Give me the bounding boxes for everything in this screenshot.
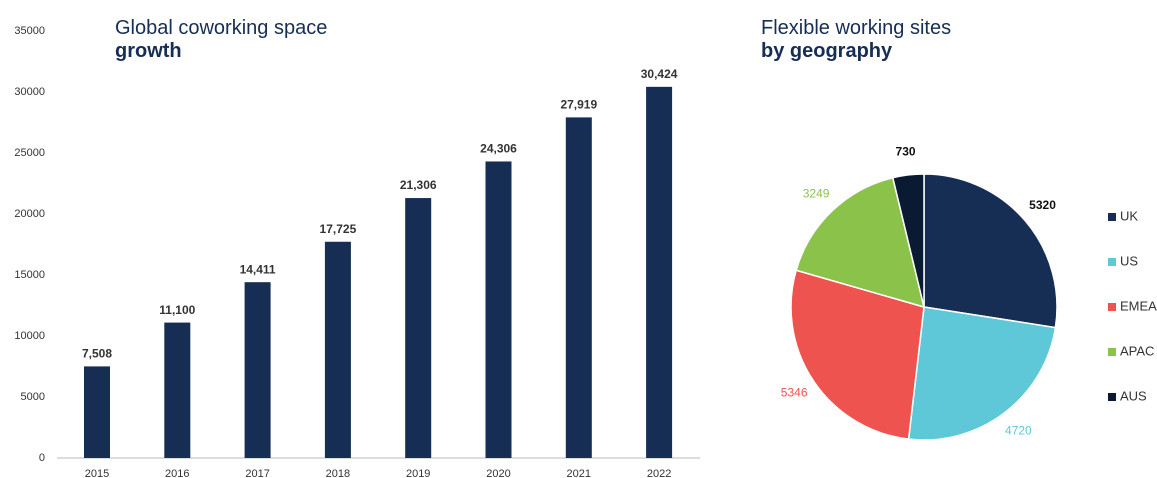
x-tick-label: 2016: [165, 468, 189, 478]
data-label: 5320: [1029, 198, 1056, 212]
value-label: 24,306: [480, 142, 517, 156]
legend-swatch: [1108, 348, 1116, 356]
value-label: 17,725: [320, 222, 357, 236]
legend-swatch: [1108, 258, 1116, 266]
y-tick-label: 15000: [14, 269, 45, 281]
x-tick-label: 2019: [406, 468, 430, 478]
legend-swatch: [1108, 393, 1116, 401]
x-tick-label: 2015: [85, 468, 109, 478]
y-tick-label: 10000: [14, 330, 45, 342]
pie-title: Flexible working sites: [761, 17, 951, 39]
x-tick-label: 2022: [647, 468, 671, 478]
value-label: 21,306: [400, 178, 437, 192]
legend-label: APAC: [1120, 343, 1154, 358]
y-tick-label: 35000: [14, 25, 45, 37]
x-tick-label: 2017: [245, 468, 269, 478]
bar: [244, 282, 271, 458]
pie-slice: [891, 173, 925, 308]
y-tick-label: 0: [39, 452, 45, 464]
bar: [164, 322, 191, 458]
data-label: 730: [896, 144, 916, 158]
value-label: 27,919: [560, 98, 597, 112]
y-tick-label: 25000: [14, 147, 45, 159]
legend-swatch: [1108, 303, 1116, 311]
legend-swatch: [1108, 213, 1116, 221]
x-tick-label: 2018: [326, 468, 350, 478]
legend-label: AUS: [1120, 388, 1147, 403]
bar-title: Global coworking space: [115, 17, 327, 39]
y-tick-label: 5000: [21, 391, 45, 403]
bar: [646, 86, 673, 458]
bar: [485, 161, 512, 458]
legend-label: EMEA: [1120, 298, 1157, 313]
y-tick-label: 20000: [14, 208, 45, 220]
data-label: 3249: [803, 187, 830, 201]
legend-label: UK: [1120, 208, 1138, 223]
value-label: 7,508: [82, 347, 112, 361]
data-label: 4720: [1005, 423, 1032, 437]
pie-slice: [923, 173, 1058, 329]
x-tick-label: 2021: [567, 468, 591, 478]
y-tick-label: 30000: [14, 86, 45, 98]
bar: [324, 241, 351, 458]
value-label: 30,424: [641, 67, 678, 81]
pie-subtitle: by geography: [761, 40, 893, 62]
x-tick-label: 2020: [486, 468, 510, 478]
bar: [84, 366, 110, 458]
bar: [405, 198, 432, 458]
value-label: 14,411: [240, 262, 276, 276]
data-label: 5346: [781, 386, 808, 400]
pie-slice: [790, 269, 925, 440]
value-label: 11,100: [159, 303, 195, 317]
legend-label: US: [1120, 253, 1138, 268]
pie-slice: [795, 176, 926, 309]
pie-slice: [907, 306, 1057, 441]
bar: [565, 117, 592, 459]
bar-subtitle: growth: [115, 40, 182, 62]
